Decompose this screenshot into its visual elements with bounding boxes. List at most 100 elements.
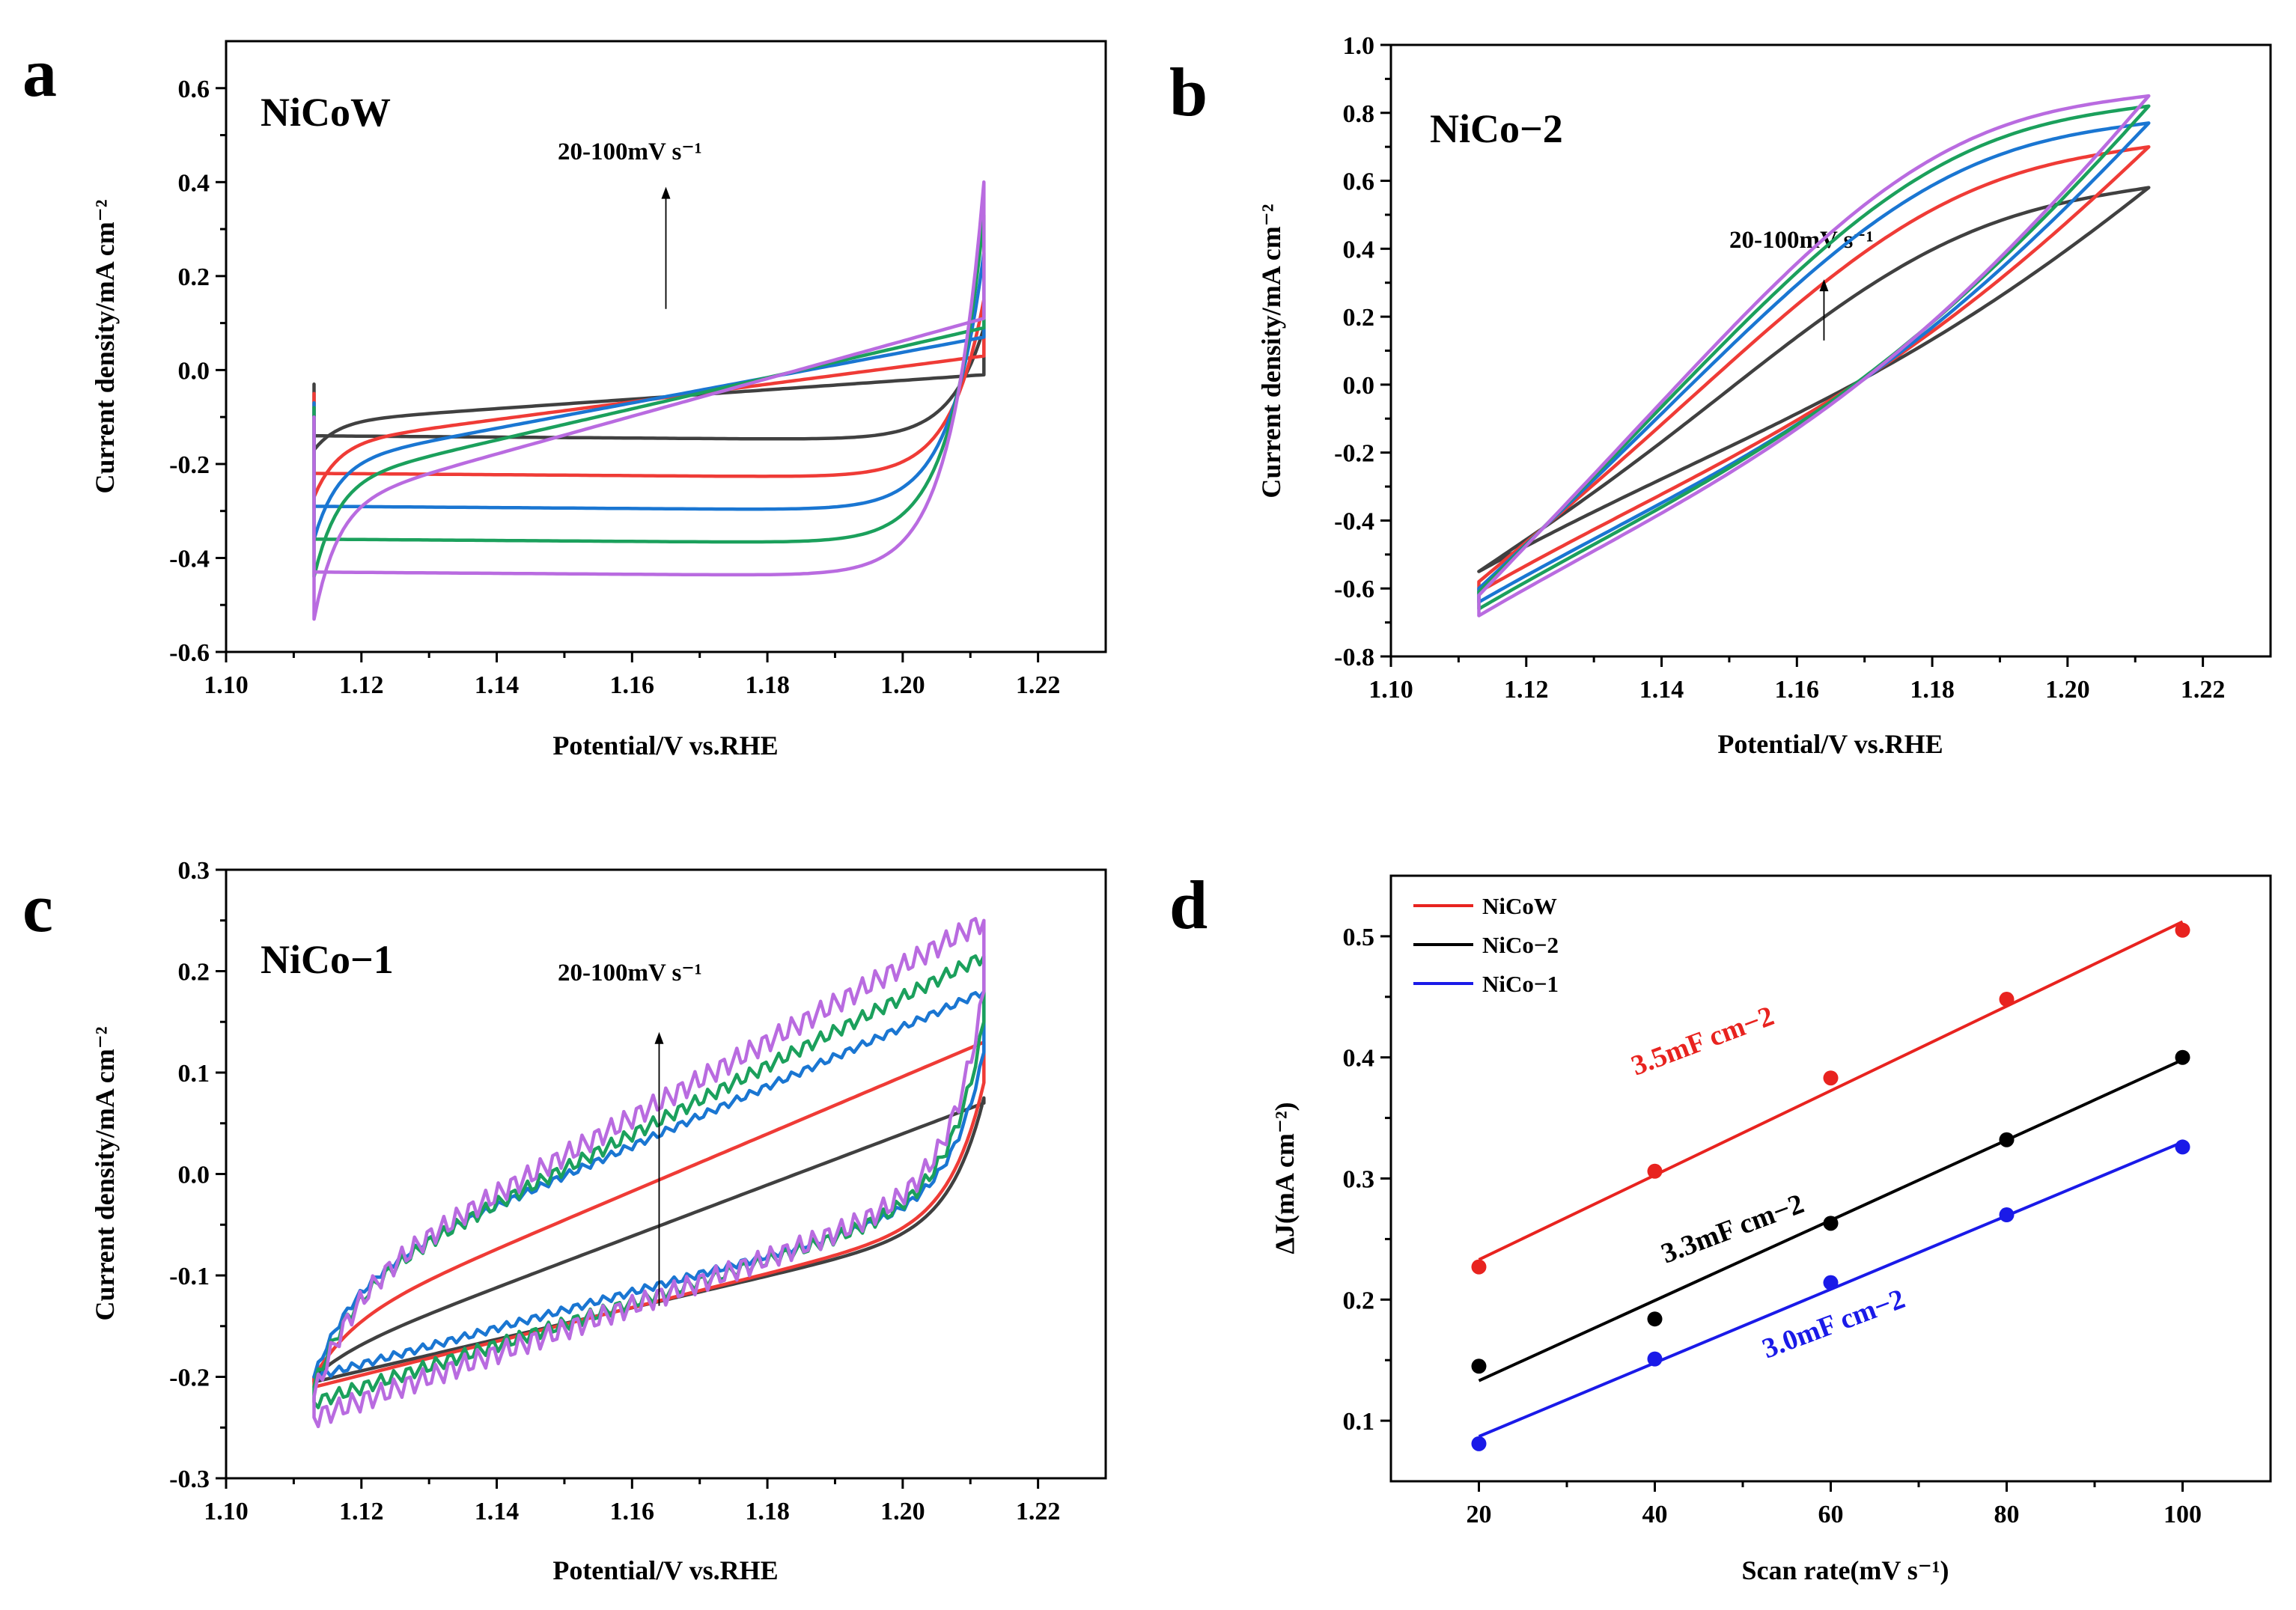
- data-point: [1647, 1163, 1663, 1179]
- legend-label: NiCo−1: [1482, 971, 1559, 997]
- panel-c: c 1.10 1.12 1.14 1.16 1.18 1.20 1.22 -0.3 -0.2 -0.…: [22, 857, 1107, 1585]
- x-tick-label: 1.10: [1368, 676, 1413, 704]
- cv-curve-2: [1477, 144, 2151, 594]
- x-axis-label: Potential/V vs.RHE: [552, 1555, 778, 1585]
- y-tick-label: -0.2: [169, 1364, 210, 1392]
- y-tick-label: 0.4: [178, 169, 210, 197]
- x-axis-label: Potential/V vs.RHE: [1717, 729, 1943, 759]
- x-tick-label: 1.12: [339, 1498, 384, 1525]
- plot-frame: [225, 40, 1107, 653]
- scan-rate-annotation: 20-100mV s⁻¹: [558, 138, 702, 165]
- sample-label: NiCo−2: [1430, 106, 1563, 151]
- x-tick-label: 1.16: [610, 671, 655, 699]
- sample-label: NiCo−1: [261, 937, 394, 982]
- x-tick-label: 1.14: [1639, 676, 1684, 704]
- y-tick-label: 0.1: [178, 1060, 210, 1088]
- data-point: [1647, 1311, 1663, 1327]
- cv-curve-4: [312, 213, 986, 579]
- x-axis-label: Potential/V vs.RHE: [552, 731, 778, 760]
- y-tick-label: 0.0: [178, 1162, 210, 1189]
- cv-curve-4: [1477, 104, 2151, 611]
- y-axis-label: Current density/mA cm⁻²: [90, 1026, 120, 1320]
- cv-curve-3: [1477, 121, 2151, 604]
- data-point: [1823, 1216, 1839, 1231]
- cv-curve-4: [312, 954, 986, 1409]
- y-tick-label: -0.1: [169, 1263, 210, 1290]
- x-tick-label: 1.10: [204, 1498, 249, 1525]
- x-tick-label: 1.20: [2045, 676, 2090, 704]
- cv-curve-3: [312, 251, 986, 541]
- x-tick-label: 1.10: [204, 671, 249, 699]
- cv-curve-5: [1477, 94, 2151, 618]
- y-tick-label: -0.4: [169, 545, 210, 573]
- x-tick-label: 1.22: [2181, 676, 2226, 704]
- y-axis-label: Current density/mA cm⁻²: [1256, 204, 1286, 498]
- cv-curve-1: [1477, 186, 2151, 573]
- cv-curve-1: [312, 326, 986, 452]
- legend-label: NiCoW: [1482, 893, 1557, 919]
- panel-letter: c: [22, 870, 53, 946]
- y-tick-label: -0.3: [169, 1466, 210, 1493]
- data-point: [2175, 922, 2190, 938]
- cv-curve-5: [312, 917, 986, 1429]
- y-tick-label: 0.2: [1343, 1287, 1375, 1314]
- scan-rate-annotation: 20-100mV s⁻¹: [558, 960, 702, 987]
- y-tick-label: 0.2: [178, 959, 210, 987]
- x-tick-label: 40: [1642, 1501, 1668, 1528]
- y-tick-label: 0.0: [178, 357, 210, 385]
- x-tick-label: 100: [2163, 1501, 2202, 1528]
- data-point: [1999, 1132, 2015, 1147]
- arrow-head: [654, 1031, 664, 1044]
- y-tick-label: -0.8: [1334, 644, 1374, 671]
- y-tick-label: -0.6: [1334, 576, 1374, 603]
- y-tick-label: 0.8: [1343, 100, 1375, 128]
- data-point: [1471, 1359, 1487, 1374]
- x-tick-label: 20: [1467, 1501, 1492, 1528]
- x-tick-label: 1.18: [745, 671, 790, 699]
- y-tick-label: 0.6: [178, 76, 210, 103]
- sample-label: NiCoW: [261, 90, 391, 135]
- data-point: [1823, 1070, 1839, 1086]
- y-tick-label: 0.1: [1343, 1408, 1375, 1436]
- x-tick-label: 1.22: [1016, 1498, 1061, 1525]
- y-tick-label: 0.2: [178, 263, 210, 291]
- y-tick-label: 1.0: [1343, 32, 1375, 60]
- data-point: [1999, 1207, 2015, 1223]
- x-tick-label: 1.16: [1775, 676, 1820, 704]
- data-point: [1823, 1275, 1839, 1290]
- data-point: [2175, 1049, 2190, 1065]
- y-tick-label: 0.0: [1343, 372, 1375, 400]
- data-point: [2175, 1139, 2190, 1155]
- y-tick-label: 0.3: [178, 857, 210, 885]
- y-tick-label: -0.2: [1334, 440, 1374, 468]
- x-tick-label: 1.18: [1910, 676, 1955, 704]
- x-tick-label: 1.14: [475, 671, 520, 699]
- x-axis-label: Scan rate(mV s⁻¹): [1741, 1555, 1949, 1585]
- panel-b: b 1.10 1.12 1.14 1.16 1.18 1.20 1.22 -0.8 -0.6 -0.…: [1169, 32, 2272, 759]
- x-tick-label: 80: [1994, 1501, 2020, 1528]
- x-tick-label: 1.14: [475, 1498, 520, 1525]
- cv-curve-2: [312, 1040, 986, 1389]
- data-point: [1471, 1436, 1487, 1451]
- panel-letter: d: [1169, 867, 1208, 943]
- arrow-head: [661, 186, 671, 199]
- y-tick-label: 0.3: [1343, 1166, 1375, 1194]
- plot-frame: [1389, 874, 2272, 1483]
- arrow-head: [1819, 279, 1829, 292]
- x-tick-label: 60: [1818, 1501, 1844, 1528]
- y-tick-label: 0.4: [1343, 236, 1375, 263]
- x-tick-label: 1.18: [745, 1498, 790, 1525]
- panel-d: d 20 40 60 80 100 0.1 0.2 0.3 0.4 0.5 Scan rate(mV …: [1169, 867, 2272, 1585]
- capacitance-label: 3.3mF cm−2: [1657, 1188, 1808, 1269]
- y-tick-label: 0.6: [1343, 168, 1375, 196]
- x-tick-label: 1.12: [1504, 676, 1549, 704]
- x-tick-label: 1.20: [880, 1498, 925, 1525]
- y-tick-label: 0.4: [1343, 1045, 1375, 1073]
- cv-curve-2: [312, 297, 986, 499]
- y-tick-label: 0.2: [1343, 304, 1375, 332]
- y-tick-label: 0.5: [1343, 924, 1375, 951]
- y-tick-label: -0.2: [169, 451, 210, 479]
- y-tick-label: -0.6: [169, 639, 210, 667]
- panel-letter: b: [1169, 54, 1208, 130]
